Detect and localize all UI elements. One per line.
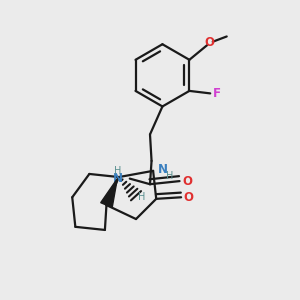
Text: N: N (158, 163, 168, 176)
Text: O: O (182, 175, 192, 188)
Text: H: H (139, 192, 146, 202)
Text: O: O (184, 191, 194, 204)
Text: N: N (113, 172, 123, 185)
Text: H: H (166, 170, 173, 181)
Polygon shape (101, 178, 117, 207)
Text: F: F (213, 87, 221, 100)
Text: O: O (205, 36, 214, 49)
Text: H: H (114, 166, 121, 176)
